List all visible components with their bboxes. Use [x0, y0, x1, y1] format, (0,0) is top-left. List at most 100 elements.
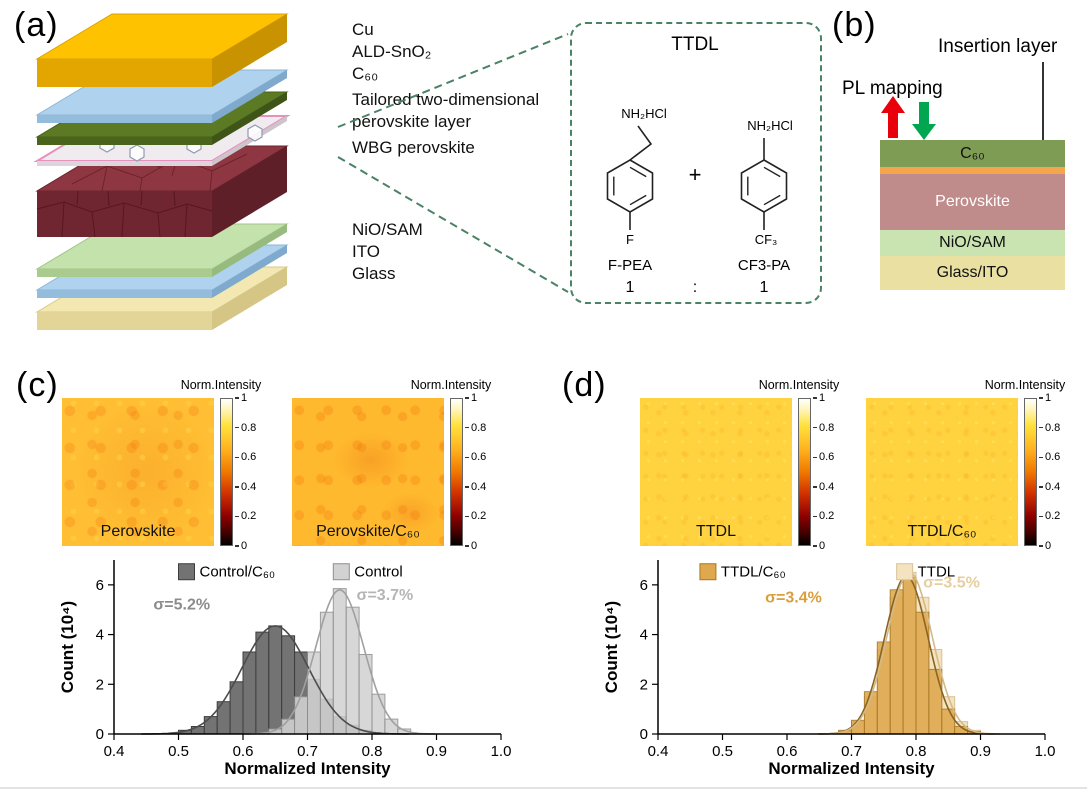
colorbar-tick-label: 0.4 — [813, 481, 834, 493]
ttdl-title: TTDL — [671, 34, 719, 55]
pl-excitation-down-arrow-icon — [912, 102, 936, 140]
grain-boundaries-front — [36, 190, 213, 238]
cf3pa-benzene-ring — [740, 159, 788, 213]
svg-text:0: 0 — [96, 726, 104, 743]
svg-text:4: 4 — [640, 627, 648, 644]
stack-label-c60: C₆₀ — [352, 64, 379, 83]
colorbar-ticks-d1: 1 0.8 0.6 0.4 0.2 0 — [813, 392, 849, 552]
stack-label-tailored-1: Tailored two-dimensional — [352, 90, 540, 109]
svg-text:Normalized Intensity: Normalized Intensity — [768, 759, 935, 778]
svg-text:Control: Control — [354, 564, 402, 581]
colorbar-d1: 1 0.8 0.6 0.4 0.2 0 — [798, 392, 850, 552]
pl-map-perovskite-label: Perovskite — [100, 523, 176, 540]
pl-map-perovskite: Perovskite — [62, 398, 214, 546]
svg-text:0.9: 0.9 — [426, 743, 447, 760]
b-layer-perovskite-label: Perovskite — [935, 193, 1010, 210]
svg-text:TTDL/C₆₀: TTDL/C₆₀ — [721, 564, 786, 581]
stack-layer-cu — [35, 13, 289, 87]
colorbar-title-d1: Norm.Intensity — [758, 378, 840, 392]
fpea-benzene-ring — [606, 159, 654, 213]
b-layer-glass-ito-label: Glass/ITO — [936, 264, 1009, 281]
colorbar-tick-label: 0.6 — [1039, 451, 1060, 463]
colorbar-title-d2: Norm.Intensity — [984, 378, 1066, 392]
stack-label-cu: Cu — [352, 20, 374, 39]
colorbar-tick-label: 0.8 — [1039, 422, 1060, 434]
stack-label-tailored-2: perovskite layer — [352, 112, 472, 131]
cf3pa-cf3-group: CF₃ — [755, 232, 778, 247]
fpea-amine-group: NH₂HCl — [621, 106, 667, 121]
fpea-fluorine: F — [626, 232, 634, 247]
svg-text:σ=3.5%: σ=3.5% — [923, 574, 980, 591]
colorbar-tick-label: 0 — [235, 540, 247, 552]
colorbar-title-c2: Norm.Intensity — [410, 378, 492, 392]
histogram-control: 0.4 0.5 0.6 0.7 0.8 0.9 1.0 0 2 4 6 Normalized Inte… — [58, 560, 511, 778]
cf3pa-ratio: 1 — [760, 279, 769, 296]
svg-text:6: 6 — [96, 577, 104, 594]
panel-a-label: (a) — [14, 6, 59, 44]
insertion-layer-label: Insertion layer — [938, 36, 1058, 57]
fpea-name: F-PEA — [608, 257, 652, 274]
colorbar-tick-label: 0.4 — [1039, 481, 1060, 493]
svg-text:0.7: 0.7 — [841, 743, 862, 760]
svg-text:TTDL: TTDL — [918, 564, 956, 581]
svg-text:0.8: 0.8 — [906, 743, 927, 760]
fpea-ratio: 1 — [626, 279, 635, 296]
colorbar-gradient-c1 — [220, 398, 233, 546]
colorbar-d2: 1 0.8 0.6 0.4 0.2 0 — [1024, 392, 1076, 552]
colorbar-tick-label: 0.6 — [465, 451, 486, 463]
colorbar-ticks-c1: 1 0.8 0.6 0.4 0.2 0 — [235, 392, 271, 552]
pl-emission-up-arrow-icon — [881, 96, 905, 138]
b-layer-glass-ito: Glass/ITO — [880, 256, 1065, 290]
colorbar-tick-label: 0.6 — [235, 451, 256, 463]
colorbar-tick-label: 0.8 — [235, 422, 256, 434]
histogram-ttdl: 0.4 0.5 0.6 0.7 0.8 0.9 1.0 0 2 4 6 Normalized Inte… — [602, 560, 1055, 778]
colorbar-tick-label: 0.8 — [813, 422, 834, 434]
colorbar-gradient-c2 — [450, 398, 463, 546]
b-layer-perovskite: Perovskite — [880, 174, 1065, 230]
colorbar-tick-label: 1 — [235, 392, 247, 404]
colorbar-tick-label: 0 — [1039, 540, 1051, 552]
pl-map-perovskite-c60: Perovskite/C₆₀ — [292, 398, 444, 546]
svg-text:0: 0 — [640, 726, 648, 743]
cf3pa-name: CF3-PA — [738, 257, 790, 274]
colorbar-tick-label: 0.2 — [465, 510, 486, 522]
colorbar-tick-label: 0.8 — [465, 422, 486, 434]
colorbar-tick-label: 1 — [1039, 392, 1051, 404]
svg-text:2: 2 — [96, 676, 104, 693]
svg-text:4: 4 — [96, 627, 104, 644]
colorbar-tick-label: 0.2 — [235, 510, 256, 522]
svg-text:0.5: 0.5 — [168, 743, 189, 760]
svg-text:0.8: 0.8 — [362, 743, 383, 760]
svg-text:Control/C₆₀: Control/C₆₀ — [200, 564, 276, 581]
svg-text:Count (10⁴): Count (10⁴) — [58, 601, 77, 693]
panel-d-label: (d) — [562, 366, 607, 404]
callout-connector-lines — [337, 33, 569, 293]
svg-text:0.4: 0.4 — [104, 743, 125, 760]
colorbar-tick-label: 0.6 — [813, 451, 834, 463]
b-layer-nio-sam-label: NiO/SAM — [939, 234, 1006, 251]
svg-text:6: 6 — [640, 577, 648, 594]
svg-text:0.9: 0.9 — [970, 743, 991, 760]
svg-text:σ=5.2%: σ=5.2% — [153, 597, 210, 614]
cf3pa-amine-group: NH₂HCl — [747, 118, 793, 133]
svg-text:2: 2 — [640, 676, 648, 693]
colorbar-tick-label: 0.4 — [235, 481, 256, 493]
colorbar-tick-label: 0 — [813, 540, 825, 552]
plus-sign: + — [689, 162, 702, 187]
stack-label-wbg: WBG perovskite — [352, 138, 475, 157]
b-layer-nio-sam: NiO/SAM — [880, 230, 1065, 256]
panel-c-label: (c) — [16, 366, 59, 404]
colorbar-ticks-d2: 1 0.8 0.6 0.4 0.2 0 — [1039, 392, 1075, 552]
colorbar-gradient-d2 — [1024, 398, 1037, 546]
stack-label-nio-sam: NiO/SAM — [352, 220, 423, 239]
svg-text:σ=3.4%: σ=3.4% — [765, 589, 822, 606]
svg-text:0.6: 0.6 — [233, 743, 254, 760]
panel-b-label: (b) — [832, 6, 877, 44]
b-layer-c60-label: C₆₀ — [960, 144, 985, 162]
pl-map-ttdl: TTDL — [640, 398, 792, 546]
colorbar-c2: 1 0.8 0.6 0.4 0.2 0 — [450, 392, 502, 552]
colorbar-title-c1: Norm.Intensity — [180, 378, 262, 392]
stack-label-ito: ITO — [352, 242, 381, 261]
svg-text:σ=3.7%: σ=3.7% — [357, 587, 414, 604]
ttdl-callout-box: TTDL NH₂HCl F + NH₂HCl CF₃ F-PEA CF3-PA … — [570, 22, 822, 304]
